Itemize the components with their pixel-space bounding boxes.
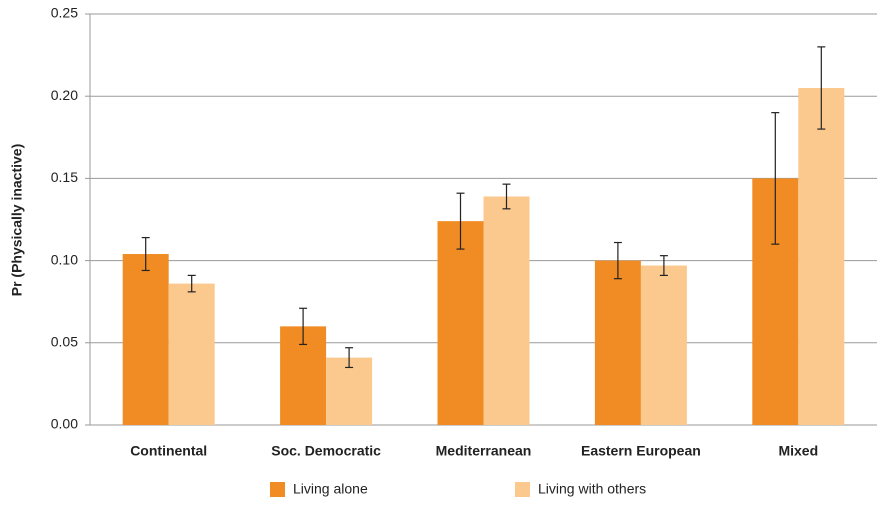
y-tick-label: 0.10 — [51, 251, 78, 267]
legend-label: Living with others — [538, 481, 646, 497]
error-bar — [817, 46, 826, 130]
legend-label: Living alone — [293, 481, 368, 497]
bar — [640, 265, 687, 425]
legend-swatch — [515, 482, 530, 497]
error-bar — [613, 241, 622, 280]
y-axis-label: Pr (Physically inactive) — [9, 144, 25, 297]
error-bar — [141, 236, 150, 272]
bar — [122, 254, 169, 425]
bar — [483, 196, 530, 425]
error-bar — [771, 112, 780, 245]
error-bar — [345, 347, 354, 369]
bar — [326, 357, 373, 425]
bar — [594, 260, 641, 425]
x-tick-label: Mediterranean — [436, 443, 532, 459]
bar — [168, 283, 215, 425]
x-tick-label: Mixed — [778, 443, 818, 459]
y-tick-label: 0.20 — [51, 87, 78, 103]
error-bar — [299, 307, 308, 346]
y-tick-label: 0.00 — [51, 416, 78, 432]
x-tick-label: Continental — [130, 443, 207, 459]
bar — [798, 87, 845, 425]
x-tick-label: Soc. Democratic — [271, 443, 381, 459]
y-tick-label: 0.15 — [51, 169, 78, 185]
error-bar — [502, 183, 511, 210]
error-bar — [456, 192, 465, 250]
error-bar — [659, 255, 668, 276]
legend-swatch — [270, 482, 285, 497]
bar — [437, 221, 484, 425]
y-tick-label: 0.05 — [51, 334, 78, 350]
y-tick-label: 0.25 — [51, 5, 78, 21]
x-tick-label: Eastern European — [581, 443, 701, 459]
error-bar — [187, 274, 196, 293]
